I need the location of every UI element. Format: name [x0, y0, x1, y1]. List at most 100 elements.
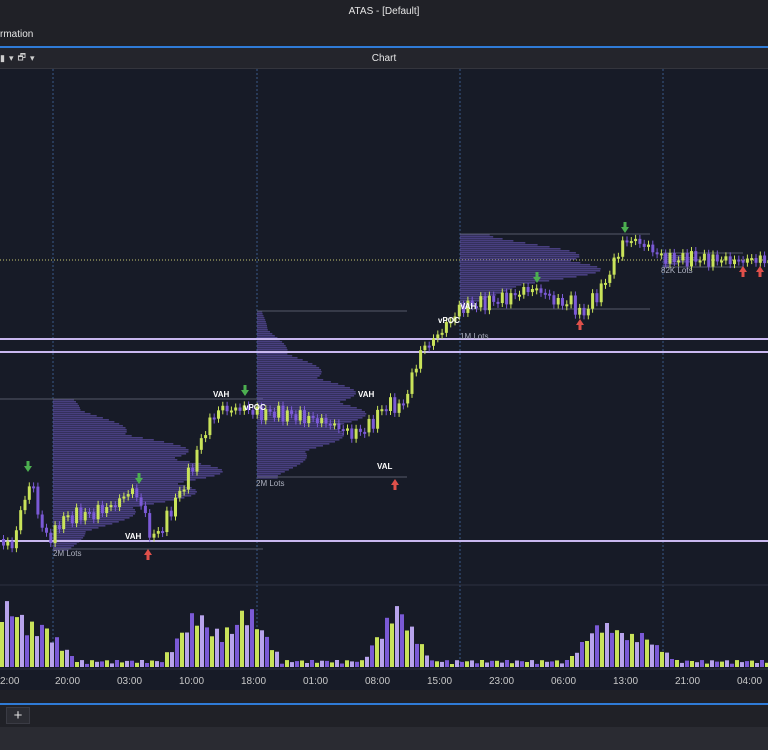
- profile-bar: [460, 264, 591, 266]
- profile-bar: [257, 403, 344, 405]
- profile-bar: [53, 479, 196, 481]
- profile-bar: [257, 313, 263, 315]
- candle: [178, 490, 182, 498]
- candle: [148, 513, 152, 538]
- volume-bar: [495, 660, 499, 667]
- profile-lots-label: 1M Lots: [460, 332, 488, 341]
- profile-bar: [257, 333, 273, 335]
- volume-bar: [525, 662, 529, 667]
- candle: [539, 288, 543, 293]
- profile-bar: [53, 543, 77, 545]
- candle: [414, 368, 418, 373]
- volume-bar: [625, 640, 629, 667]
- profile-bar: [53, 399, 74, 401]
- profile-bar: [257, 425, 337, 427]
- panel-icon[interactable]: ▮: [0, 52, 5, 63]
- volume-bar: [435, 661, 439, 667]
- volume-bar: [405, 630, 409, 667]
- candle: [49, 532, 53, 544]
- volume-bar: [125, 660, 129, 667]
- profile-bar: [53, 433, 126, 435]
- candle: [608, 274, 612, 283]
- candle: [251, 410, 255, 415]
- profile-bar: [53, 419, 109, 421]
- arrow-down-icon: [621, 222, 629, 233]
- volume-bar: [600, 632, 604, 667]
- volume-bar: [440, 661, 444, 667]
- profile-bar: [257, 463, 301, 465]
- candle: [604, 282, 607, 285]
- add-tab-button[interactable]: +: [6, 707, 30, 724]
- candle: [27, 486, 31, 500]
- profile-bar: [257, 475, 278, 477]
- volume-bar: [80, 660, 84, 667]
- candle: [479, 296, 483, 308]
- candle: [165, 510, 169, 533]
- volume-bar: [645, 639, 649, 667]
- candle: [440, 332, 444, 335]
- volume-bar: [675, 660, 679, 667]
- x-tick-label: 06:00: [551, 676, 576, 687]
- candle: [212, 417, 216, 420]
- candle: [126, 494, 130, 497]
- candle: [578, 307, 582, 315]
- profile-bar: [460, 246, 550, 248]
- candle: [169, 510, 173, 517]
- profile-bar: [257, 467, 293, 469]
- profile-bar: [460, 256, 580, 258]
- chart-title: Chart: [371, 53, 397, 64]
- volume-bar: [195, 625, 199, 667]
- profile-bar: [257, 349, 288, 351]
- chevron-down-icon[interactable]: ▾: [29, 52, 35, 63]
- volume-bar: [245, 625, 249, 667]
- profile-bar: [53, 549, 69, 551]
- profile-bar: [460, 294, 497, 296]
- chart-area[interactable]: 2M Lots VAH VAH vPOC 2M Lots VAH VAL vPOC VAH 1M …: [0, 69, 768, 690]
- volume-bar: [360, 660, 364, 667]
- profile-bar: [53, 405, 79, 407]
- candle: [62, 516, 66, 530]
- profile-bar: [257, 331, 270, 333]
- candle: [346, 428, 349, 431]
- candle: [79, 507, 83, 521]
- volume-bar: [425, 655, 429, 667]
- candle: [290, 410, 294, 415]
- volume-bar: [530, 660, 534, 667]
- menu-bar: rmation: [0, 26, 768, 46]
- candle: [122, 496, 126, 499]
- volume-bar: [115, 660, 119, 667]
- profile-bar: [257, 439, 340, 441]
- candle: [690, 251, 693, 267]
- x-tick-label: 01:00: [303, 676, 328, 687]
- candle: [681, 253, 685, 261]
- profile-bar: [53, 501, 166, 503]
- chart-header-tools: ▮ ▾ 🗗 ▾: [0, 51, 34, 65]
- candle: [341, 429, 345, 432]
- menu-item-information[interactable]: rmation: [0, 29, 34, 40]
- volume-bar: [280, 663, 284, 667]
- profile-bar: [257, 373, 322, 375]
- candle: [88, 512, 91, 515]
- profile-bar: [257, 335, 275, 337]
- candle: [419, 350, 423, 369]
- window-restore-icon[interactable]: 🗗: [17, 52, 26, 62]
- volume-bar: [255, 629, 259, 667]
- profile-bar: [257, 427, 335, 429]
- profile-bar: [257, 383, 339, 385]
- profile-bar: [460, 252, 576, 254]
- profile-bar: [460, 240, 514, 242]
- volume-bar: [725, 660, 729, 667]
- volume-bar: [485, 662, 489, 667]
- candle: [182, 489, 186, 492]
- candle: [569, 295, 573, 305]
- chevron-down-icon[interactable]: ▾: [8, 52, 14, 63]
- candle: [470, 300, 474, 307]
- volume-bar: [60, 650, 64, 667]
- candle: [496, 301, 500, 304]
- profile-bar: [53, 511, 136, 513]
- profile-bar: [460, 290, 508, 292]
- profile-bar: [257, 369, 321, 371]
- candle: [57, 525, 61, 530]
- accent-line-bottom: [0, 703, 768, 705]
